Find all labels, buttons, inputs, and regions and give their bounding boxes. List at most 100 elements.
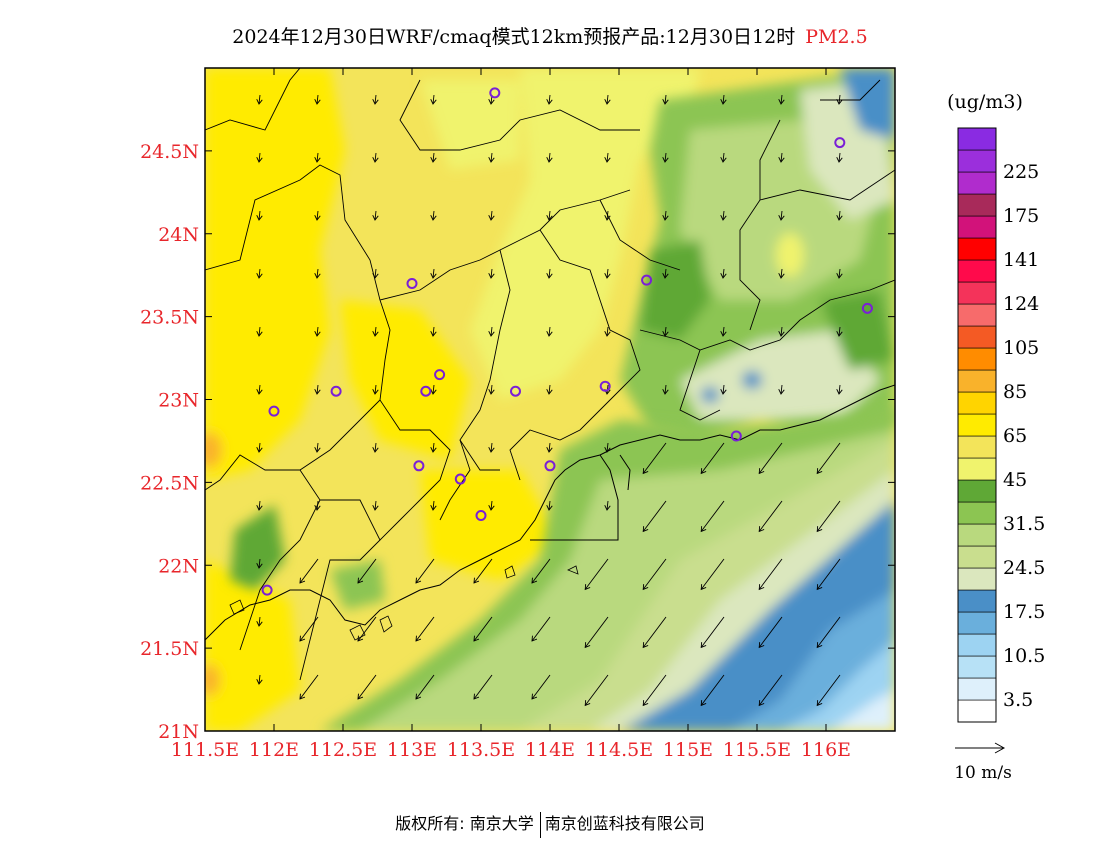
wind-arrow <box>836 268 843 279</box>
wind-vectors <box>256 94 843 707</box>
wind-arrow <box>546 94 553 105</box>
station-marker <box>406 277 418 289</box>
wind-arrow <box>758 558 783 591</box>
legend-swatch <box>957 369 997 393</box>
legend-swatch <box>957 215 997 239</box>
wind-arrow <box>816 674 841 707</box>
wind-arrow <box>604 152 611 163</box>
legend-label: 17.5 <box>1003 601 1045 623</box>
wind-reference-label: 10 m/s <box>954 763 1012 783</box>
wind-arrow <box>314 500 321 511</box>
wind-arrow <box>430 326 437 337</box>
legend-swatch <box>957 677 997 701</box>
wind-arrow <box>488 442 495 453</box>
lon-tick-label: 113E <box>387 739 437 761</box>
station-marker <box>834 137 846 149</box>
legend-swatch <box>957 193 997 217</box>
legend-swatch <box>957 655 997 679</box>
wind-arrow <box>642 616 667 649</box>
lat-tick-label: 24.5N <box>140 141 199 163</box>
wind-arrow <box>700 616 725 649</box>
wind-arrow <box>531 558 551 584</box>
legend-swatch <box>957 545 997 569</box>
wind-arrow <box>604 210 611 221</box>
wind-arrow <box>546 384 553 395</box>
wind-arrow <box>372 152 379 163</box>
wind-arrow <box>372 384 379 395</box>
lon-tick-label: 115E <box>663 739 713 761</box>
wind-arrow <box>256 268 263 279</box>
wind-arrow <box>642 500 667 533</box>
lat-tick-label: 22.5N <box>140 472 199 494</box>
wind-arrow <box>430 384 437 395</box>
wind-arrow <box>758 500 783 533</box>
wind-arrow <box>546 152 553 163</box>
wind-arrow <box>314 326 321 337</box>
wind-arrow <box>546 442 553 453</box>
legend-label: 225 <box>1003 161 1039 183</box>
wind-arrow <box>836 326 843 337</box>
wind-arrow <box>720 210 727 221</box>
wind-arrow <box>430 94 437 105</box>
wind-arrow <box>314 152 321 163</box>
wind-arrow <box>415 558 435 584</box>
wind-arrow <box>778 152 785 163</box>
station-marker <box>510 385 521 397</box>
wind-arrow <box>488 500 495 511</box>
lon-tick-label: 113.5E <box>447 739 515 761</box>
wind-arrow <box>372 210 379 221</box>
station-marker <box>268 405 280 417</box>
wind-arrow <box>662 384 669 395</box>
wind-arrow <box>473 674 493 700</box>
wind-arrow <box>488 268 495 279</box>
lon-tick-label: 114.5E <box>585 739 653 761</box>
lon-tick-label: 114E <box>525 739 575 761</box>
footer-separator <box>539 811 541 838</box>
wind-arrow <box>584 674 609 707</box>
station-marker <box>420 385 432 397</box>
legend-label: 141 <box>1003 249 1039 271</box>
station-marker <box>454 473 466 485</box>
wind-arrow <box>642 674 667 707</box>
wind-arrow <box>488 326 495 337</box>
legend-label: 85 <box>1003 381 1027 403</box>
wind-arrow <box>662 94 669 105</box>
pollutant-label: PM2.5 <box>805 26 868 48</box>
wind-arrow <box>778 326 785 337</box>
wind-arrow <box>488 210 495 221</box>
wind-arrow <box>473 558 493 584</box>
wind-arrow <box>546 268 553 279</box>
legend-swatch <box>957 303 997 327</box>
wind-arrow <box>816 442 841 475</box>
wind-arrow <box>758 442 783 475</box>
wind-arrow <box>604 442 611 453</box>
legend-label: 31.5 <box>1003 513 1045 535</box>
legend-swatch <box>957 149 997 173</box>
wind-arrow <box>372 94 379 105</box>
wind-arrow <box>546 210 553 221</box>
wind-arrow <box>584 558 609 591</box>
legend-swatch <box>957 567 997 591</box>
wind-arrow <box>662 268 669 279</box>
legend-swatch <box>957 611 997 635</box>
wind-arrow <box>256 558 263 569</box>
wind-arrow <box>372 442 379 453</box>
wind-arrow <box>430 442 437 453</box>
wind-arrow <box>357 616 377 642</box>
pm25-field <box>205 68 895 731</box>
wind-arrow <box>604 268 611 279</box>
wind-arrow <box>836 94 843 105</box>
wind-arrow <box>488 384 495 395</box>
lon-tick-label: 112.5E <box>309 739 377 761</box>
wind-arrow <box>372 268 379 279</box>
lat-tick-label: 21.5N <box>140 638 199 660</box>
station-marker <box>861 302 873 314</box>
wind-arrow <box>372 500 379 511</box>
coastline <box>205 384 895 641</box>
wind-arrow <box>778 268 785 279</box>
wind-arrow <box>836 152 843 163</box>
wind-arrow <box>256 616 263 627</box>
legend-swatch <box>957 523 997 547</box>
lon-tick-label: 115.5E <box>723 739 791 761</box>
legend-label: 124 <box>1003 293 1039 315</box>
